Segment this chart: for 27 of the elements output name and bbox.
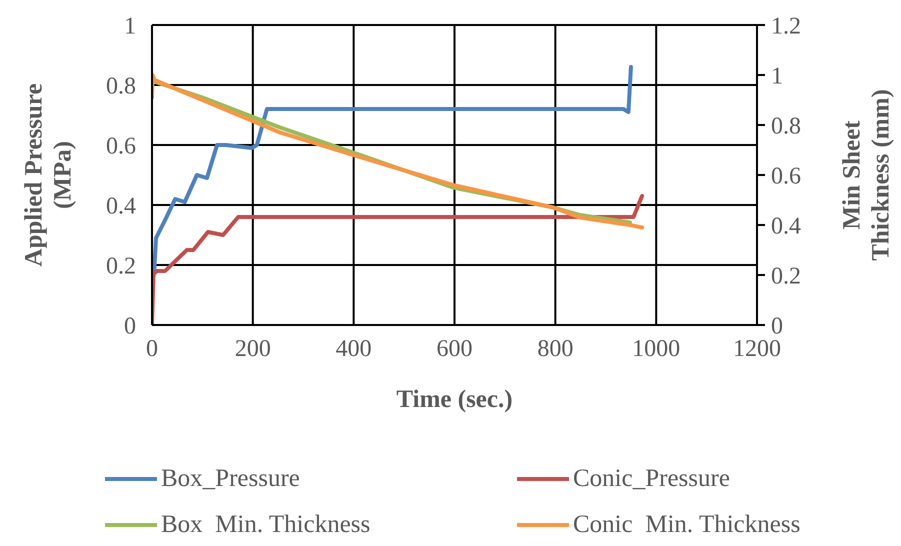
y-axis-title: Applied Pressure (MPa) — [20, 83, 76, 267]
x-tick-label: 0 — [146, 336, 158, 362]
y2-axis-title: Min Sheet Thickness (mm) — [838, 89, 894, 261]
y2-tick-label: 0.6 — [771, 164, 801, 190]
y-tick-label: 0.6 — [106, 134, 136, 160]
y-tick-label: 0 — [124, 314, 136, 340]
legend-label: Conic Min. Thickness — [573, 511, 800, 539]
y2-tick-label: 1 — [771, 64, 783, 90]
legend-label: Conic_Pressure — [573, 465, 730, 493]
legend-label: Box_Pressure — [161, 465, 300, 493]
x-tick-label: 1000 — [632, 336, 680, 362]
x-tick-label: 200 — [234, 336, 271, 362]
y-tick-label: 0.4 — [106, 194, 136, 220]
y-tick-label: 0.2 — [106, 254, 136, 280]
x-tick-label: 400 — [336, 336, 372, 362]
x-tick-label: 800 — [537, 336, 574, 362]
y2-tick-label: 0.2 — [771, 264, 801, 290]
y2-tick-label: 1.2 — [771, 14, 801, 40]
x-axis-title: Time (sec.) — [396, 386, 513, 413]
y2-tick-label: 0.8 — [771, 114, 801, 140]
line-series — [152, 65, 633, 276]
x-tick-label: 600 — [436, 336, 472, 362]
y-tick-label: 1 — [124, 14, 136, 40]
line-series — [152, 194, 644, 325]
y-tick-label: 0.8 — [106, 74, 136, 100]
y2-tick-label: 0.4 — [771, 214, 801, 240]
legend-label: Box Min. Thickness — [161, 511, 370, 539]
